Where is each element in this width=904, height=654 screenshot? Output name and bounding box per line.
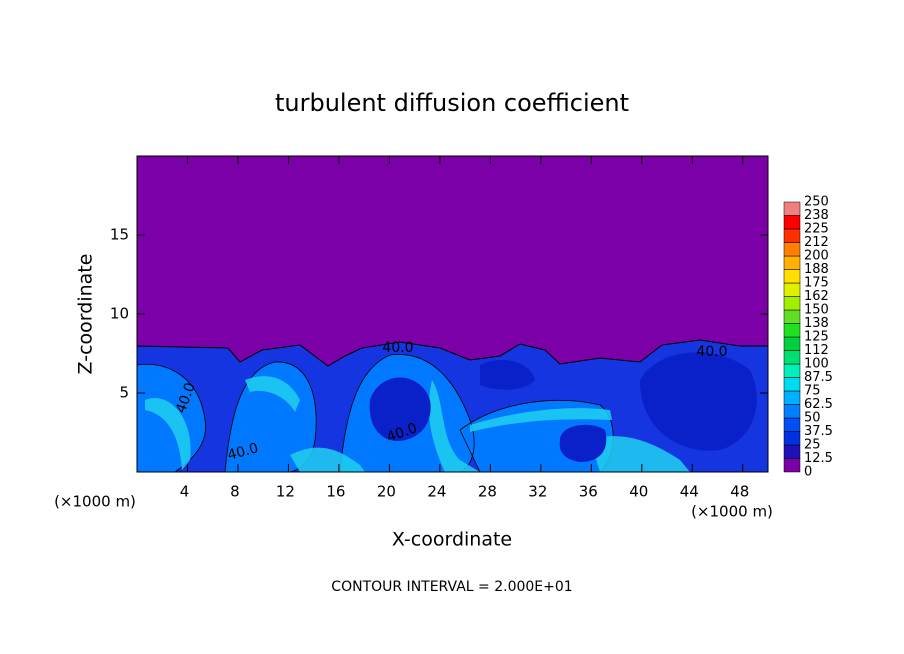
colorbar-bin [783, 201, 801, 216]
y-tick-label: 5 [119, 384, 129, 402]
colorbar-bin [783, 336, 801, 351]
colorbar-tick-label: 37.5 [804, 424, 833, 439]
contour-field [136, 156, 769, 473]
footer-note: CONTOUR INTERVAL = 2.000E+01 [331, 579, 572, 595]
colorbar-tick-label: 87.5 [804, 370, 833, 385]
colorbar-bin [783, 323, 801, 338]
colorbar-tick-label: 50 [804, 411, 821, 426]
contour-label: 40.0 [696, 344, 727, 360]
colorbar-tick-label: 212 [804, 235, 829, 250]
y-axis-label: Z-coordinate [75, 254, 97, 375]
x-tick-label: 40 [629, 483, 648, 501]
colorbar-tick-label: 125 [804, 330, 829, 345]
colorbar-bin [783, 296, 801, 311]
colorbar-bin [783, 282, 801, 297]
contour-label: 40.0 [226, 440, 260, 464]
x-tick-label: 4 [180, 483, 190, 501]
colorbar-tick-label: 200 [804, 249, 829, 264]
y-tick-label: 15 [110, 226, 129, 244]
colorbar-bin [783, 350, 801, 365]
contour-label: 40.0 [382, 340, 413, 356]
colorbar-bin [783, 431, 801, 446]
x-tick-label: 12 [276, 483, 295, 501]
colorbar-tick-label: 75 [804, 384, 821, 399]
field-shape [145, 376, 690, 472]
colorbar-tick-label: 175 [804, 276, 829, 291]
colorbar-bin [783, 377, 801, 392]
colorbar-tick-label: 100 [804, 357, 829, 372]
chart-title: turbulent diffusion coefficient [275, 89, 629, 117]
colorbar-bin [783, 390, 801, 405]
colorbar-bin [783, 215, 801, 230]
colorbar-tick-label: 62.5 [804, 397, 833, 412]
colorbar-bin [783, 404, 801, 419]
x-tick-label: 16 [326, 483, 345, 501]
colorbar-tick-label: 0 [804, 465, 812, 480]
colorbar-tick-label: 112 [804, 343, 829, 358]
x-tick-label: 44 [680, 483, 699, 501]
colorbar-bin [783, 458, 801, 473]
colorbar-tick-label: 138 [804, 316, 829, 331]
colorbar-tick-label: 250 [804, 195, 829, 210]
field-shape [369, 352, 757, 462]
colorbar-tick-label: 188 [804, 262, 829, 277]
x-tick-label: 32 [528, 483, 547, 501]
x-axis-label: X-coordinate [392, 529, 512, 551]
y-unit-label: (×1000 m) [54, 493, 136, 511]
colorbar-bin [783, 444, 801, 459]
x-unit-label: (×1000 m) [691, 503, 773, 521]
colorbar-bin [783, 242, 801, 257]
x-tick-label: 28 [478, 483, 497, 501]
colorbar-bin [783, 363, 801, 378]
x-tick-label: 36 [579, 483, 598, 501]
x-tick-label: 20 [377, 483, 396, 501]
colorbar-bin [783, 309, 801, 324]
colorbar-bin [783, 228, 801, 243]
colorbar-bin [783, 255, 801, 270]
x-tick-label: 24 [427, 483, 446, 501]
colorbar-tick-label: 150 [804, 303, 829, 318]
colorbar-tick-label: 225 [804, 222, 829, 237]
colorbar-tick-label: 12.5 [804, 451, 833, 466]
colorbar-bin [783, 417, 801, 432]
x-tick-label: 8 [230, 483, 240, 501]
colorbar-tick-label: 162 [804, 289, 829, 304]
colorbar-tick-label: 238 [804, 208, 829, 223]
x-tick-label: 48 [730, 483, 749, 501]
y-tick-label: 10 [110, 305, 129, 323]
colorbar-tick-label: 25 [804, 438, 821, 453]
colorbar-bin [783, 269, 801, 284]
